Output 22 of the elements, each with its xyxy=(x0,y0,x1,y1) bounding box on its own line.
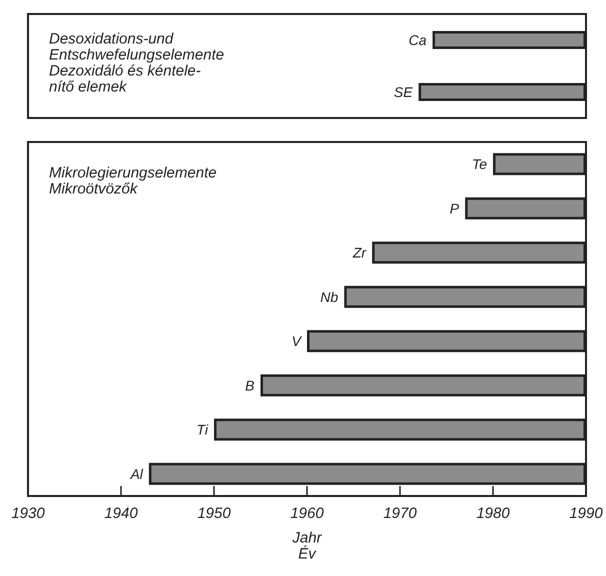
x-tick-label: 1960 xyxy=(290,505,324,522)
text: Mikrolegierungselemente xyxy=(49,164,217,182)
x-axis-title: Jahr Év xyxy=(291,530,323,562)
text: Desoxidations-und Entschwefelungselemente xyxy=(49,30,224,64)
x-tick-label: 1940 xyxy=(104,505,138,522)
y-tick-label: P xyxy=(450,200,460,216)
x-tick-label: 1930 xyxy=(11,505,46,522)
text: Mikroötvözők xyxy=(49,180,139,198)
x-tick-label: 1970 xyxy=(383,505,418,522)
y-tick-label: B xyxy=(245,377,254,394)
y-tick-label: Ti xyxy=(196,422,209,438)
y-tick-label: Ca xyxy=(408,32,427,48)
y-tick-label: Nb xyxy=(320,288,338,305)
y-tick-label: V xyxy=(292,333,303,350)
x-tick-label: 1950 xyxy=(197,505,232,522)
y-tick-label: Zr xyxy=(352,244,368,261)
x-tick-label: 1990 xyxy=(569,505,604,522)
text: Dezoxidáló és kéntele- nítő elemek xyxy=(49,62,201,96)
y-tick-label: Al xyxy=(129,466,144,482)
x-tick-label: 1980 xyxy=(476,505,510,522)
y-tick-label: SE xyxy=(394,84,414,100)
y-tick-label: Te xyxy=(472,156,488,172)
